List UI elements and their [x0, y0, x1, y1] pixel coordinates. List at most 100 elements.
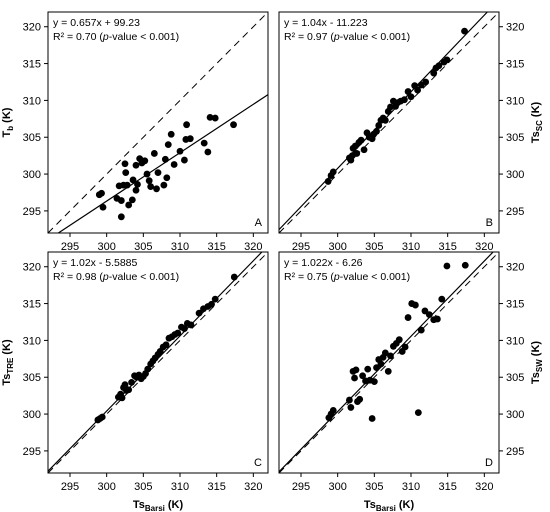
x-axis-label-sub: Barsi — [145, 504, 165, 512]
data-point — [373, 127, 380, 135]
data-point — [211, 295, 219, 303]
p-symbol: p — [333, 271, 340, 283]
data-point — [438, 295, 446, 303]
regression-equation: y = 0.657x + 99.23 — [53, 17, 140, 29]
panel-letter: D — [485, 457, 493, 469]
data-point — [162, 341, 170, 349]
data-point — [143, 170, 151, 178]
data-point — [183, 121, 191, 129]
y-axis-label: TsTRE (K) — [1, 339, 15, 386]
data-point — [404, 88, 412, 95]
data-point — [360, 146, 368, 154]
data-point — [174, 329, 182, 337]
x-tick-label: 300 — [328, 481, 346, 493]
data-point — [356, 395, 364, 403]
x-tick-label: 310 — [171, 241, 189, 253]
x-tick-label: 320 — [244, 481, 262, 493]
data-point — [132, 161, 140, 169]
y-tick-label: 300 — [23, 169, 41, 181]
y-axis-label-sub: TRE — [6, 357, 15, 374]
plot-frame — [278, 251, 500, 474]
y-tick-label: 315 — [23, 59, 41, 71]
panel-c: 295 300 305 310 315 320 295 300 305 310 315 320 y = … — [1, 251, 269, 512]
r-squared-prefix: R² = 0.75 ( — [284, 271, 334, 283]
data-point — [167, 130, 175, 138]
one-to-one-line — [47, 11, 269, 234]
data-point — [144, 365, 152, 373]
r-squared-prefix: R² = 0.70 ( — [53, 31, 103, 43]
data-point — [129, 176, 137, 184]
data-point — [387, 103, 394, 111]
y-axis-label-main: T — [1, 130, 13, 137]
x-axis-label-unit: (K) — [168, 499, 184, 511]
y-tick-label: 305 — [506, 372, 524, 384]
data-point — [352, 366, 360, 374]
y-axis-label: TsSC (K) — [530, 101, 544, 143]
panel-letter: C — [254, 457, 262, 469]
x-tick-label: 315 — [207, 241, 225, 253]
y-tick-label: 320 — [506, 262, 524, 274]
data-point — [150, 150, 158, 157]
data-point — [98, 413, 106, 421]
data-point — [414, 409, 422, 416]
data-point — [163, 174, 171, 182]
data-point — [329, 406, 337, 414]
data-point — [461, 27, 468, 35]
data-point — [160, 181, 168, 189]
data-point — [414, 86, 421, 94]
r-squared-suffix: -value < 0.001) — [340, 31, 410, 43]
x-tick-label: 305 — [365, 241, 383, 253]
x-tick-label: 300 — [328, 241, 346, 253]
data-point — [443, 56, 451, 64]
r-squared-label: R² = 0.75 (p-value < 0.001) — [284, 271, 410, 283]
regression-line — [58, 94, 269, 234]
data-point — [381, 349, 389, 357]
data-point — [187, 321, 195, 329]
r-squared-label: R² = 0.98 (p-value < 0.001) — [53, 271, 179, 283]
data-point — [117, 213, 125, 221]
data-point — [347, 404, 355, 411]
x-tick-label: 295 — [292, 241, 310, 253]
data-point — [132, 186, 140, 194]
y-tick-label: 295 — [506, 206, 524, 218]
data-point — [121, 160, 129, 168]
r-squared-suffix: -value < 0.001) — [109, 271, 179, 283]
data-point — [145, 177, 153, 185]
data-point — [368, 415, 376, 422]
data-point — [364, 365, 372, 373]
x-tick-label: 310 — [402, 241, 420, 253]
y-axis-label-sub: b — [6, 126, 15, 131]
data-point — [128, 196, 136, 204]
y-axis-label-sub: SW — [535, 359, 544, 372]
data-point — [153, 185, 160, 193]
data-point — [176, 147, 184, 155]
regression-equation: y = 1.04x - 11.223 — [284, 17, 368, 29]
y-axis-label-unit: (K) — [1, 107, 13, 123]
data-point — [407, 93, 415, 101]
data-point — [351, 374, 358, 382]
y-tick-label: 315 — [506, 299, 524, 311]
p-symbol: p — [333, 31, 340, 43]
x-tick-label: 295 — [61, 241, 79, 253]
data-point — [425, 311, 433, 319]
data-point — [161, 155, 169, 163]
y-axis-label: TsSW (K) — [530, 341, 544, 385]
y-tick-label: 305 — [23, 372, 41, 384]
data-point — [353, 150, 361, 157]
x-tick-label: 310 — [171, 481, 189, 493]
data-point — [154, 169, 162, 176]
data-point — [98, 189, 105, 197]
regression-line — [278, 251, 494, 473]
data-point — [141, 157, 149, 165]
data-point — [206, 113, 214, 121]
y-tick-label: 295 — [23, 446, 41, 458]
regression-equation: y = 1.02x - 5.5885 — [53, 257, 138, 269]
data-point — [121, 381, 129, 388]
data-point — [435, 62, 443, 70]
data-point — [99, 203, 107, 211]
panel-letter: B — [486, 217, 493, 229]
data-point — [384, 367, 392, 375]
x-axis-label: TsBarsi (K) — [364, 499, 415, 512]
data-point — [359, 372, 366, 380]
data-point — [404, 314, 412, 321]
